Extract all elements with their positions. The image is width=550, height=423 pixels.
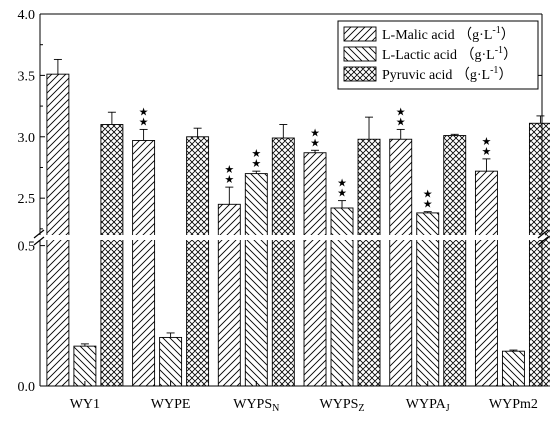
significance-star: ★ [139,106,149,118]
bar-crosshatch-WYPm2 [528,122,550,387]
legend-label: L-Malic acid （g·L-1） [382,25,515,43]
legend-label: Pyruvic acid （g·L-1） [382,65,512,83]
bar-hatch-forward-WYPAJ [389,138,413,387]
y-tick-label: 3.5 [18,69,36,84]
bar-hatch-backward-WYPE [159,336,183,387]
significance-star: ★ [224,174,234,186]
legend-swatch [343,46,377,62]
axis-break-band [37,235,545,240]
significance-star: ★ [139,116,149,128]
x-tick-label: WY1 [70,397,100,412]
bar-hatch-forward-WYPm2 [474,170,498,387]
bar-crosshatch-WYPSN [271,137,295,387]
x-tick-label: WYPSN [233,397,279,414]
significance-star: ★ [481,136,491,148]
axis-break-mark [537,229,549,239]
bar-hatch-backward-WYPm2 [501,350,525,387]
bar-hatch-backward-WYPSZ [330,207,354,387]
legend-label: L-Lactic acid （g·L-1） [382,45,517,63]
x-tick-label: WYPAJ [406,397,450,414]
significance-star: ★ [481,146,491,158]
bar-crosshatch-WY1 [100,124,124,387]
significance-star: ★ [396,116,406,128]
significance-star: ★ [251,148,261,160]
y-tick-label: 2.5 [18,192,36,207]
significance-star: ★ [423,199,433,211]
significance-star: ★ [396,106,406,118]
axis-break-mark [33,229,45,239]
significance-star: ★ [310,137,320,149]
legend-swatch [343,26,377,42]
bar-crosshatch-WYPSZ [357,138,381,387]
bar-crosshatch-WYPAJ [443,135,467,387]
bar-hatch-backward-WY1 [73,345,97,387]
axis-break-mark [537,236,549,246]
y-tick-label: 4.0 [18,8,36,23]
axis-break-mark [33,236,45,246]
bar-hatch-forward-WYPE [132,140,156,387]
x-tick-label: WYPE [151,397,191,412]
bar-hatch-backward-WYPSN [244,173,268,387]
bar-hatch-forward-WYPSN [217,203,241,387]
significance-star: ★ [337,178,347,190]
legend-swatch [343,66,377,82]
y-tick-label: 0.5 [18,240,36,255]
bar-crosshatch-WYPE [186,136,210,387]
x-tick-label: WYPm2 [489,397,538,412]
y-tick-label: 3.0 [18,131,36,146]
significance-star: ★ [224,164,234,176]
significance-star: ★ [423,189,433,201]
bar-hatch-forward-WYPSZ [303,152,327,387]
x-tick-label: WYPSZ [320,397,365,414]
significance-star: ★ [337,188,347,200]
significance-star: ★ [310,127,320,139]
y-tick-label: 0.0 [18,380,36,395]
bar-hatch-forward-WY1 [46,73,70,387]
significance-star: ★ [251,158,261,170]
